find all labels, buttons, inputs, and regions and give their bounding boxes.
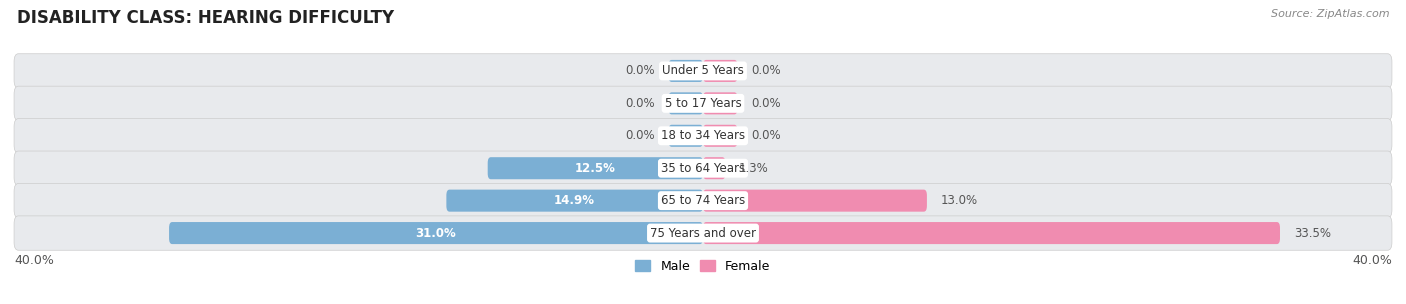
FancyBboxPatch shape xyxy=(669,60,703,82)
Text: Source: ZipAtlas.com: Source: ZipAtlas.com xyxy=(1271,9,1389,19)
FancyBboxPatch shape xyxy=(703,125,738,147)
FancyBboxPatch shape xyxy=(14,54,1392,88)
Text: 40.0%: 40.0% xyxy=(14,254,53,267)
Text: 0.0%: 0.0% xyxy=(626,64,655,78)
FancyBboxPatch shape xyxy=(14,86,1392,121)
Text: 14.9%: 14.9% xyxy=(554,194,595,207)
FancyBboxPatch shape xyxy=(669,92,703,114)
FancyBboxPatch shape xyxy=(446,190,703,212)
FancyBboxPatch shape xyxy=(703,222,1279,244)
Text: 0.0%: 0.0% xyxy=(626,129,655,142)
FancyBboxPatch shape xyxy=(703,92,738,114)
Text: 1.3%: 1.3% xyxy=(740,162,769,175)
Text: 0.0%: 0.0% xyxy=(626,97,655,110)
Legend: Male, Female: Male, Female xyxy=(630,255,776,278)
Text: 13.0%: 13.0% xyxy=(941,194,977,207)
Text: 18 to 34 Years: 18 to 34 Years xyxy=(661,129,745,142)
FancyBboxPatch shape xyxy=(169,222,703,244)
FancyBboxPatch shape xyxy=(703,190,927,212)
Text: 33.5%: 33.5% xyxy=(1294,226,1330,240)
Text: 40.0%: 40.0% xyxy=(1353,254,1392,267)
FancyBboxPatch shape xyxy=(14,216,1392,250)
Text: DISABILITY CLASS: HEARING DIFFICULTY: DISABILITY CLASS: HEARING DIFFICULTY xyxy=(17,9,394,27)
Text: 31.0%: 31.0% xyxy=(416,226,457,240)
FancyBboxPatch shape xyxy=(14,151,1392,185)
FancyBboxPatch shape xyxy=(14,183,1392,218)
Text: 75 Years and over: 75 Years and over xyxy=(650,226,756,240)
FancyBboxPatch shape xyxy=(488,157,703,179)
Text: 65 to 74 Years: 65 to 74 Years xyxy=(661,194,745,207)
Text: Under 5 Years: Under 5 Years xyxy=(662,64,744,78)
Text: 0.0%: 0.0% xyxy=(751,64,780,78)
Text: 5 to 17 Years: 5 to 17 Years xyxy=(665,97,741,110)
Text: 35 to 64 Years: 35 to 64 Years xyxy=(661,162,745,175)
FancyBboxPatch shape xyxy=(14,119,1392,153)
Text: 12.5%: 12.5% xyxy=(575,162,616,175)
FancyBboxPatch shape xyxy=(669,125,703,147)
FancyBboxPatch shape xyxy=(703,60,738,82)
Text: 0.0%: 0.0% xyxy=(751,129,780,142)
FancyBboxPatch shape xyxy=(703,157,725,179)
Text: 0.0%: 0.0% xyxy=(751,97,780,110)
